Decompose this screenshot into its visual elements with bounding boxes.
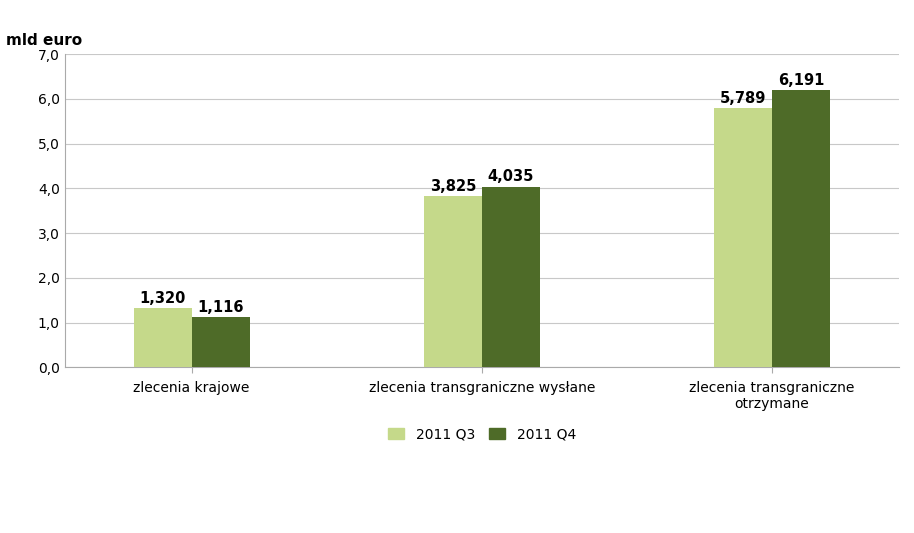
- Bar: [133, 308, 192, 367]
- Text: 6,191: 6,191: [778, 72, 824, 88]
- Text: 1,116: 1,116: [197, 300, 244, 315]
- Text: 4,035: 4,035: [488, 169, 534, 184]
- Legend: 2011 Q3, 2011 Q4: 2011 Q3, 2011 Q4: [381, 420, 583, 448]
- Bar: [772, 91, 830, 367]
- Text: mld euro: mld euro: [6, 33, 82, 48]
- Text: 5,789: 5,789: [720, 91, 766, 106]
- Bar: [714, 108, 772, 367]
- Text: 3,825: 3,825: [430, 179, 476, 193]
- Text: 1,320: 1,320: [139, 290, 186, 305]
- Bar: [482, 187, 540, 367]
- Bar: [424, 196, 482, 367]
- Bar: [192, 318, 250, 367]
